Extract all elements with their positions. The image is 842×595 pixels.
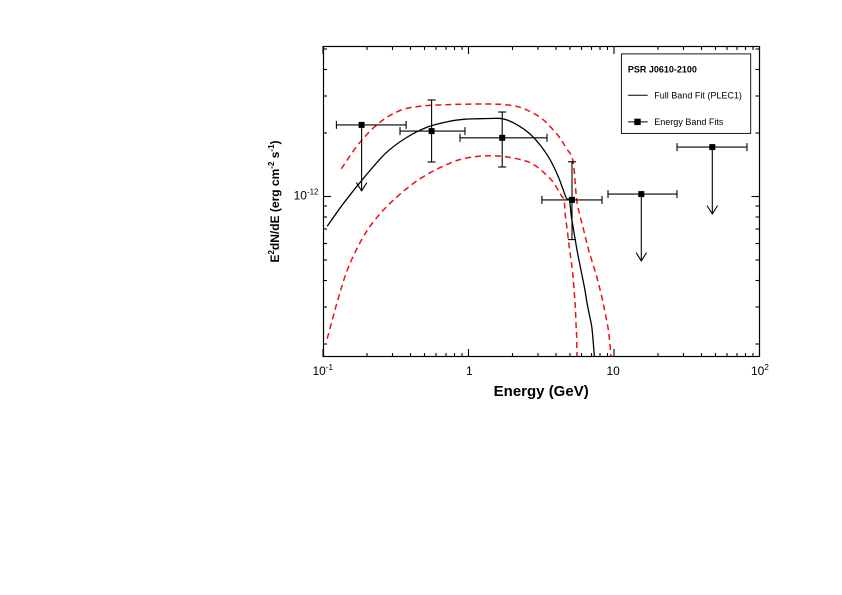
svg-text:10: 10 (607, 364, 621, 378)
svg-text:Energy (GeV): Energy (GeV) (494, 383, 589, 400)
svg-text:PSR J0610-2100: PSR J0610-2100 (628, 65, 697, 75)
svg-text:1: 1 (466, 364, 473, 378)
svg-text:Energy Band Fits: Energy Band Fits (654, 117, 724, 127)
svg-text:E2dN/dE (erg cm-2 s-1): E2dN/dE (erg cm-2 s-1) (267, 140, 282, 262)
svg-text:Full Band Fit (PLEC1): Full Band Fit (PLEC1) (654, 91, 742, 101)
